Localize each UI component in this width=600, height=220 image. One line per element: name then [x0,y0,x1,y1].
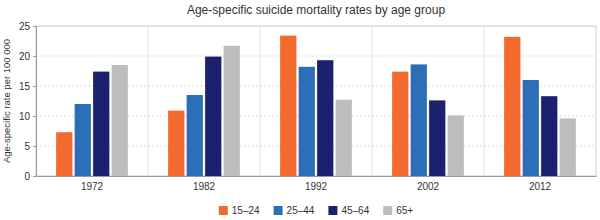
bar [541,96,557,176]
y-tick: 25 [19,21,36,32]
legend-label: 25–44 [287,205,315,216]
y-axis-title: Age-specific rate per 100 000 [1,39,12,163]
legend-item: 15–24 [219,205,260,216]
x-axis: 1972 1982 1992 2002 2012 [37,176,597,192]
bar [205,57,221,176]
legend-label: 15–24 [232,205,260,216]
y-tick: 15 [19,81,36,92]
category-separator [372,26,373,176]
grid [36,26,596,176]
bar [411,64,427,176]
bar [448,115,464,176]
y-tick-label: 15 [19,81,31,92]
x-tick: 1982 [193,176,216,192]
bars [56,36,576,176]
y-tick-label: 10 [19,111,31,122]
series [112,46,576,176]
bar [187,95,203,176]
bar [336,100,352,176]
y-tick-mark [33,116,36,117]
bar [56,132,72,176]
bar [504,37,520,176]
bar [392,72,408,176]
category-separator [148,26,149,176]
x-tick: 1992 [305,176,328,192]
y-tick-mark [33,26,36,27]
series [56,36,520,176]
legend-swatch [328,206,337,215]
plot: 0 5 10 15 20 25 1972 1982 1992 2002 2012 [19,21,597,192]
bar [93,72,109,176]
chart: Age-specific suicide mortality rates by … [0,0,600,220]
title: Age-specific suicide mortality rates by … [187,3,445,17]
bar [168,111,184,176]
x-axis-line [37,176,597,177]
y-tick-mark [33,56,36,57]
y-tick-label: 0 [24,171,30,182]
y-tick-label: 25 [19,21,31,32]
legend-swatch [219,206,228,215]
x-tick: 2012 [529,176,552,192]
bar [299,67,315,176]
y-axis: 0 5 10 15 20 25 [19,21,37,182]
bar [280,36,296,176]
legend-label: 65+ [396,205,413,216]
bar [317,60,333,176]
y-tick-mark [33,176,36,177]
x-tick-label: 2002 [417,181,440,192]
y-tick-label: 20 [19,51,31,62]
legend-item: 45–64 [328,205,369,216]
legend-item: 65+ [383,205,413,216]
bar [112,65,128,176]
bar [523,80,539,176]
bar [560,118,576,176]
y-tick-label: 5 [24,141,30,152]
x-tick: 2002 [417,176,440,192]
x-tick: 1972 [81,176,104,192]
plot-frame [36,26,596,176]
series [93,57,557,176]
x-tick-label: 2012 [529,181,552,192]
y-tick: 10 [19,111,36,122]
legend-swatch [274,206,283,215]
series [75,64,539,176]
grid-line [36,26,596,27]
y-tick-mark [33,146,36,147]
x-tick-label: 1972 [81,181,104,192]
legend-item: 25–44 [274,205,315,216]
legend: 15–24 25–44 45–64 65+ [219,205,414,216]
y-tick-mark [33,86,36,87]
y-tick: 0 [24,171,36,182]
bar [429,100,445,176]
category-separator [260,26,261,176]
y-tick: 20 [19,51,36,62]
y-axis-line [33,27,37,177]
x-tick-label: 1982 [193,181,216,192]
bar [75,104,91,176]
x-tick-label: 1992 [305,181,328,192]
bar [224,46,240,176]
legend-swatch [383,206,392,215]
category-separator [484,26,485,176]
legend-label: 45–64 [341,205,369,216]
y-tick: 5 [24,141,36,152]
